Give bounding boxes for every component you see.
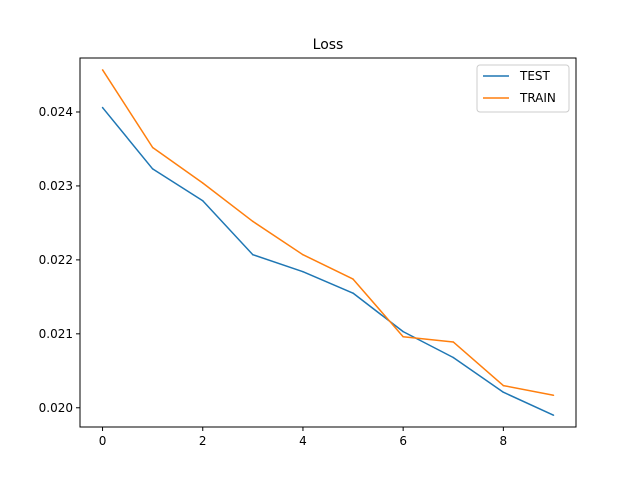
data-point-test (452, 356, 455, 359)
x-tick-label: 4 (299, 434, 307, 448)
y-axis: 0.020 0.021 0.022 0.023 0.024 (39, 105, 80, 415)
data-point-test (252, 253, 254, 256)
series-line-test (101, 107, 554, 416)
data-point-test (402, 330, 404, 333)
data-point-train (201, 182, 204, 184)
data-point-test (302, 270, 304, 273)
data-point-train (252, 220, 254, 223)
legend-label-train: TRAIN (519, 91, 556, 105)
y-tick-label: 0.024 (39, 105, 73, 119)
data-point-train (151, 146, 154, 149)
plot-frame (79, 57, 577, 428)
data-point-train (352, 278, 354, 280)
legend-label-test: TEST (519, 69, 551, 83)
data-point-train (402, 336, 404, 338)
data-point-test (552, 414, 555, 416)
data-point-train (302, 253, 304, 256)
data-point-train (101, 69, 104, 71)
data-point-train (452, 341, 455, 343)
x-tick-label: 2 (199, 434, 207, 448)
data-point-train (502, 384, 505, 387)
y-tick-label: 0.023 (39, 179, 73, 193)
chart-title: Loss (313, 37, 344, 53)
y-tick-label: 0.020 (39, 401, 73, 415)
x-tick-label: 6 (399, 434, 407, 448)
x-axis: 0 2 4 6 8 (99, 427, 507, 448)
data-point-test (101, 106, 104, 109)
data-point-train (552, 394, 555, 396)
data-point-test (151, 168, 154, 170)
x-tick-label: 0 (99, 434, 107, 448)
series-layer (101, 69, 555, 416)
y-tick-label: 0.022 (39, 253, 73, 267)
x-tick-label: 8 (500, 434, 508, 448)
series-line-train (101, 69, 554, 396)
data-point-test (201, 199, 204, 202)
data-point-test (502, 391, 505, 393)
data-point-test (352, 292, 354, 294)
y-tick-label: 0.021 (39, 327, 73, 341)
legend: TEST TRAIN (476, 64, 570, 113)
